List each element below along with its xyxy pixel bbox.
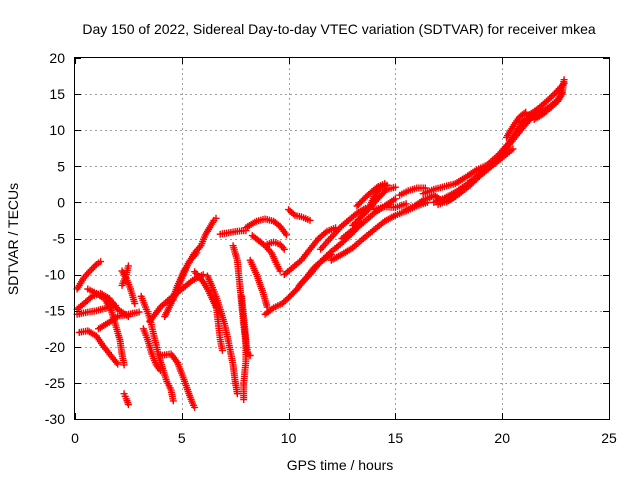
data-point (240, 396, 248, 403)
data-point (391, 183, 399, 191)
data-point (522, 108, 530, 116)
y-tick-label: -25 (45, 375, 65, 391)
data-point (169, 397, 177, 405)
data-point (233, 390, 241, 398)
y-tick-labels: -30 -25 -20 -15 -10 -5 0 5 10 15 20 (45, 50, 65, 427)
data-point (509, 145, 517, 153)
series-track-35 (353, 180, 389, 210)
series-track-36 (370, 200, 410, 214)
data-point (552, 88, 560, 96)
y-tick-label: 5 (57, 158, 65, 174)
series-track-28 (285, 206, 314, 224)
data-point (303, 274, 311, 282)
series-track-13 (146, 271, 207, 325)
data-point (212, 214, 220, 222)
axis-ticks (75, 58, 610, 420)
x-axis-title: GPS time / hours (287, 457, 394, 473)
data-point (218, 346, 226, 354)
y-tick-label: -10 (45, 267, 65, 283)
data-point (306, 216, 314, 224)
data-point (124, 401, 132, 409)
data-point (298, 278, 306, 286)
y-tick-label: -20 (45, 339, 65, 355)
x-tick-label: 5 (178, 430, 186, 446)
data-point (289, 210, 297, 218)
data-point (112, 359, 120, 366)
x-tick-label: 10 (281, 430, 297, 446)
data-point (156, 367, 164, 375)
series-track-16 (203, 272, 241, 398)
series-track-23 (242, 215, 290, 239)
data-point (118, 281, 126, 289)
data-point (191, 403, 199, 411)
y-tick-label: 10 (49, 122, 65, 138)
data-point (91, 262, 99, 270)
data-point (212, 303, 220, 311)
y-tick-label: 20 (49, 50, 65, 66)
data-point (246, 352, 254, 359)
series-track-6 (95, 308, 143, 333)
y-tick-label: -15 (45, 303, 65, 319)
data-point (381, 180, 389, 188)
x-tick-label: 20 (494, 430, 510, 446)
series-track-12 (156, 350, 199, 411)
series-track-30 (317, 204, 369, 253)
data-point (88, 265, 96, 273)
series-track-8 (120, 390, 132, 409)
plot-frame (74, 57, 610, 420)
series-track-19 (216, 227, 250, 238)
series-track-27 (280, 224, 340, 279)
y-tick-label: -30 (45, 411, 65, 427)
chart-title: Day 150 of 2022, Sidereal Day-to-day VTE… (82, 21, 595, 37)
data-point (86, 267, 94, 275)
data-point (87, 294, 94, 302)
series-track-21 (238, 292, 250, 403)
data-points (73, 76, 568, 411)
series-track-22 (246, 256, 271, 311)
series-track-15 (169, 214, 220, 304)
series-track-17 (212, 300, 226, 354)
data-point (120, 361, 128, 369)
y-tick-label: 0 (57, 194, 65, 210)
data-point (551, 90, 558, 98)
series-track-1 (73, 258, 105, 293)
x-tick-labels: 0 5 10 15 20 25 (71, 430, 617, 446)
series-track-18 (191, 268, 220, 311)
data-point (435, 194, 443, 202)
data-point (560, 76, 568, 84)
data-point (520, 109, 528, 117)
series-track-11 (139, 325, 164, 375)
y-tick-label: 15 (49, 86, 65, 102)
series-track-43 (503, 108, 530, 141)
series-track-25 (263, 238, 288, 253)
series-track-5 (84, 285, 128, 369)
data-point (89, 264, 97, 272)
data-point (97, 258, 105, 266)
y-tick-label: -5 (53, 231, 66, 247)
x-tick-label: 15 (388, 430, 404, 446)
data-point (283, 231, 290, 239)
series-track-37 (396, 184, 429, 199)
series-track-42 (434, 145, 517, 209)
data-point (280, 245, 288, 253)
series-track-4 (75, 327, 122, 368)
x-tick-label: 0 (71, 430, 79, 446)
series-track-46 (530, 76, 568, 123)
data-point (135, 308, 143, 316)
series-track-9 (118, 262, 132, 289)
y-axis-title: SDTVAR / TECUs (5, 183, 21, 295)
series-track-24 (248, 232, 284, 275)
data-point (373, 184, 381, 192)
data-point (391, 195, 399, 203)
data-point (276, 267, 284, 275)
grid-lines (75, 58, 609, 419)
data-point (131, 300, 139, 307)
data-point (547, 93, 555, 101)
x-tick-label: 25 (601, 430, 617, 446)
data-point (297, 280, 305, 288)
data-point (114, 360, 122, 368)
